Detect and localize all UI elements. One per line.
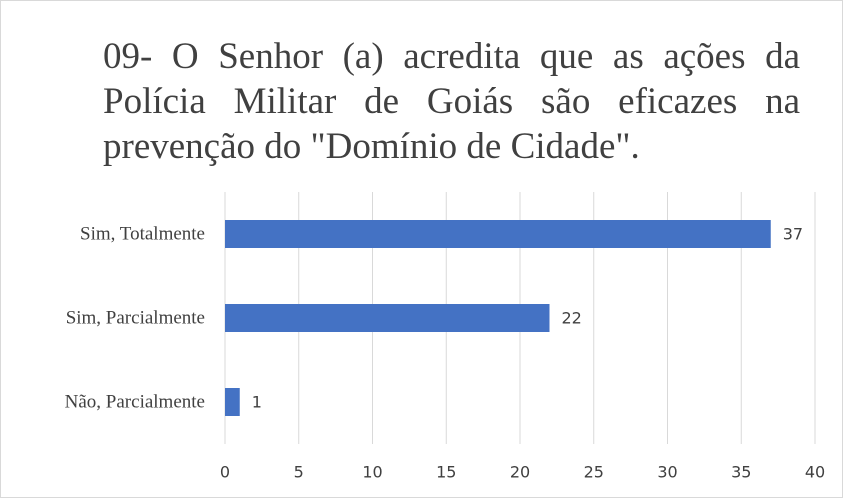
x-tick-label: 35: [731, 463, 751, 482]
bar: [225, 304, 550, 332]
x-tick-label: 0: [220, 463, 230, 482]
y-tick-label: Sim, Totalmente: [80, 223, 205, 244]
bar: [225, 388, 240, 416]
y-tick-label: Sim, Parcialmente: [66, 307, 205, 328]
x-tick-label: 5: [294, 463, 304, 482]
bar: [225, 220, 771, 248]
x-tick-label: 25: [584, 463, 604, 482]
x-tick-label: 20: [510, 463, 530, 482]
x-tick-label: 10: [362, 463, 382, 482]
y-tick-label: Não, Parcialmente: [65, 391, 205, 412]
x-tick-label: 30: [657, 463, 677, 482]
chart-title: 09- O Senhor (a) acredita que as ações d…: [103, 36, 800, 167]
data-label: 1: [252, 393, 262, 412]
x-tick-label: 15: [436, 463, 456, 482]
x-tick-label: 40: [805, 463, 825, 482]
data-label: 22: [562, 309, 582, 328]
data-label: 37: [783, 225, 803, 244]
